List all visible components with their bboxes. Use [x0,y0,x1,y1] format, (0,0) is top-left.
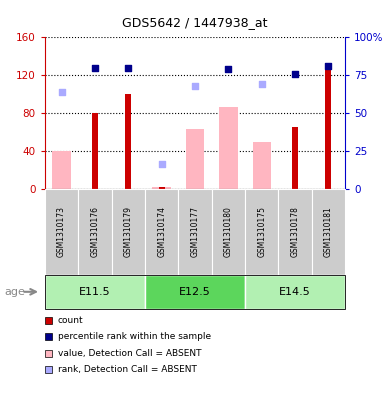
Bar [159,187,165,189]
Bar [326,66,332,189]
Text: E11.5: E11.5 [79,287,111,297]
Text: GSM1310181: GSM1310181 [324,206,333,257]
Text: count: count [58,316,83,325]
Text: percentile rank within the sample: percentile rank within the sample [58,332,211,341]
Point [125,64,131,71]
Text: GDS5642 / 1447938_at: GDS5642 / 1447938_at [122,16,268,29]
Text: GSM1310178: GSM1310178 [291,206,300,257]
Point [192,83,198,89]
Point [92,64,98,71]
Bar [52,151,71,189]
Bar [125,94,131,189]
Bar [152,187,171,189]
Bar [186,129,204,189]
Point [259,81,265,87]
Bar [253,142,271,189]
Bar [219,107,238,189]
Point [158,161,165,167]
Text: rank, Detection Call = ABSENT: rank, Detection Call = ABSENT [58,365,197,374]
Point [225,66,232,72]
Text: GSM1310180: GSM1310180 [224,206,233,257]
Bar [292,127,298,189]
Text: value, Detection Call = ABSENT: value, Detection Call = ABSENT [58,349,201,358]
Text: GSM1310173: GSM1310173 [57,206,66,257]
Text: age: age [4,287,25,297]
Text: GSM1310176: GSM1310176 [90,206,99,257]
Text: GSM1310177: GSM1310177 [190,206,200,257]
Point [58,89,65,95]
Text: E14.5: E14.5 [279,287,311,297]
Text: E12.5: E12.5 [179,287,211,297]
Text: GSM1310179: GSM1310179 [124,206,133,257]
Point [292,70,298,77]
Bar [92,113,98,189]
Text: GSM1310174: GSM1310174 [157,206,166,257]
Point [325,63,332,69]
Text: GSM1310175: GSM1310175 [257,206,266,257]
